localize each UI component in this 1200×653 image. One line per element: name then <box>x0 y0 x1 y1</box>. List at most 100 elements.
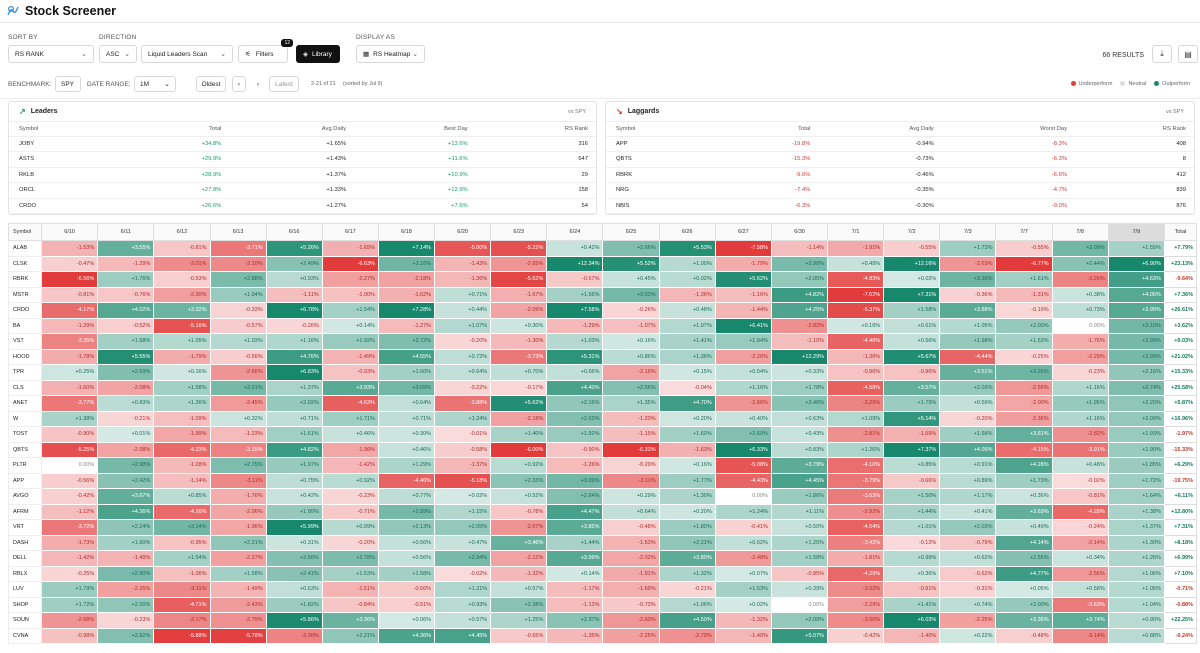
date-column-header[interactable]: 6/11 <box>97 223 155 241</box>
date-column-header[interactable]: 6/13 <box>209 223 267 241</box>
heatmap-cell: +3.09% <box>546 472 604 489</box>
heatmap-cell: +0.89% <box>939 472 997 489</box>
heatmap-cell: +2.38% <box>490 596 548 613</box>
heatmap-cell: -0.76% <box>97 286 155 303</box>
date-column-header[interactable]: 6/12 <box>153 223 211 241</box>
heatmap-cell: -1.29% <box>97 255 155 272</box>
heatmap-cell: +0.57% <box>490 581 548 598</box>
date-column-header[interactable]: 6/24 <box>546 223 604 241</box>
heatmap-cell: -1.99% <box>153 426 211 443</box>
heatmap-cell: +3.79% <box>770 457 829 474</box>
heatmap-cell: +3.93% <box>321 379 379 396</box>
heatmap-cell: -3.73% <box>490 348 548 365</box>
date-column-header[interactable]: 6/25 <box>602 223 660 241</box>
heatmap-cell: -4.58% <box>827 379 885 396</box>
heatmap-cell: +1.05% <box>939 317 997 334</box>
heatmap-cell: +0.92% <box>658 271 716 288</box>
heatmap-row: ALAB -1.53% +3.55% -0.81% -3.71% +5.26% -1.65%… <box>7 240 1198 257</box>
heatmap-cell: +1.37% <box>265 379 323 396</box>
date-column-header[interactable]: 7/9 <box>1107 223 1165 241</box>
direction-select[interactable]: ASC ⌄ <box>99 45 137 63</box>
heatmap-cell: +1.03% <box>546 333 604 350</box>
leaders-cell: 29 <box>475 167 596 183</box>
laggards-cell: 408 <box>1075 136 1194 152</box>
heatmap-cell: -2.45% <box>209 395 267 412</box>
heatmap-cell: -3.63% <box>1051 596 1109 613</box>
heatmap-cell: -1.44% <box>714 302 772 319</box>
heatmap-cell: -3.88% <box>434 395 492 412</box>
latest-button[interactable]: Latest <box>269 76 299 92</box>
heatmap-row: CRDO -4.17% +4.02% +3.32% -0.33% +6.78% +1.54%… <box>7 302 1198 319</box>
date-column-header[interactable]: 6/23 <box>490 223 548 241</box>
date-column-header[interactable]: 6/10 <box>41 223 99 241</box>
date-column-header[interactable]: 6/18 <box>377 223 436 241</box>
date-column-header[interactable]: 7/3 <box>939 223 997 241</box>
benchmark-input[interactable]: SPY <box>55 76 81 92</box>
app-logo[interactable]: Stock Screener <box>7 4 116 18</box>
heatmap-row: CLS -1.60% -2.08% +1.58% +3.01% +1.37% +3.93% +… <box>7 379 1198 396</box>
date-column-header[interactable]: 7/8 <box>1051 223 1109 241</box>
leaders-cell: +7.6% <box>354 198 476 214</box>
heatmap-symbol: CRDO <box>7 302 43 319</box>
heatmap-total: +6.29% <box>1163 457 1198 474</box>
heatmap-cell: -1.32% <box>714 612 772 629</box>
heatmap-cell: -3.30% <box>265 627 323 644</box>
heatmap-cell: +4.50% <box>658 612 716 629</box>
library-button[interactable]: ◈ Library <box>296 45 340 63</box>
download-button[interactable]: ⤓ <box>1152 45 1172 63</box>
laggards-cell: -4.7% <box>941 182 1076 199</box>
heatmap-cell: -2.25% <box>602 627 660 644</box>
heatmap-cell: -3.79% <box>827 472 885 489</box>
heatmap-cell: -0.90% <box>41 426 99 443</box>
heatmap-cell: +0.46% <box>321 426 379 443</box>
heatmap-cell: +1.17% <box>939 488 997 505</box>
date-column-header[interactable]: 6/16 <box>265 223 323 241</box>
date-column-header[interactable]: 6/30 <box>770 223 829 241</box>
heatmap-cell: +1.61% <box>995 271 1053 288</box>
heatmap-cell: +2.41% <box>265 565 323 582</box>
heatmap-cell: +0.46% <box>377 441 436 458</box>
scan-select[interactable]: Liquid Leaders Scan ⌄ <box>141 45 233 63</box>
heatmap-cell: +0.16% <box>153 364 211 381</box>
heatmap-cell: +0.72% <box>434 348 492 365</box>
display-as-select[interactable]: ▦ RS Heatmap ⌄ <box>356 45 425 63</box>
date-column-header[interactable]: 7/2 <box>883 223 941 241</box>
date-column-header[interactable]: 6/17 <box>321 223 379 241</box>
heatmap-cell: +0.90% <box>1107 612 1165 629</box>
sort-by-value: RS RANK <box>15 50 44 58</box>
heatmap-cell: -2.56% <box>1051 565 1109 582</box>
date-range-select[interactable]: 1M ⌄ <box>134 76 176 92</box>
next-button[interactable]: › <box>251 76 265 92</box>
date-column-header[interactable]: 6/20 <box>434 223 492 241</box>
oldest-button[interactable]: Oldest <box>196 76 226 92</box>
heatmap-cell: +2.66% <box>602 240 660 257</box>
leaders-row: ORCL +27.8% +1.33% +12.9% 158 <box>9 182 596 199</box>
heatmap-cell: -1.49% <box>321 348 379 365</box>
filters-button[interactable]: ⚟ Filters 12 <box>238 39 293 63</box>
heatmap-symbol: VST <box>7 333 43 350</box>
heatmap-cell: +5.07% <box>770 627 829 644</box>
heatmap-cell: -1.06% <box>153 565 211 582</box>
chart-icon <box>7 5 19 16</box>
heatmap-cell: -0.02% <box>1051 472 1109 489</box>
laggards-title: Laggards <box>627 108 660 115</box>
leaders-row: JOBY +34.8% +1.65% +13.6% 316 <box>9 136 596 152</box>
heatmap-cell: +0.20% <box>658 410 716 427</box>
heatmap-cell: -3.11% <box>153 581 211 598</box>
chevron-down-icon: ⌄ <box>81 51 87 58</box>
laggards-col-header: Total <box>717 122 819 137</box>
date-column-header[interactable]: 6/26 <box>658 223 716 241</box>
columns-button[interactable]: ▤ <box>1178 45 1198 63</box>
heatmap-cell: +1.82% <box>265 596 323 613</box>
date-column-header[interactable]: 7/7 <box>995 223 1053 241</box>
grid-icon: ▦ <box>363 51 370 58</box>
date-column-header[interactable]: 6/27 <box>714 223 772 241</box>
laggards-col-header: Avg Daily <box>818 122 942 137</box>
sort-by-select[interactable]: RS RANK ⌄ <box>8 45 94 63</box>
date-column-header[interactable]: 7/1 <box>827 223 885 241</box>
previous-button[interactable]: ‹ <box>232 76 246 92</box>
heatmap-cell: -1.16% <box>714 286 772 303</box>
heatmap-symbol: BA <box>7 317 43 334</box>
heatmap-cell: +2.21% <box>209 534 267 551</box>
heatmap-cell: -0.26% <box>602 302 660 319</box>
